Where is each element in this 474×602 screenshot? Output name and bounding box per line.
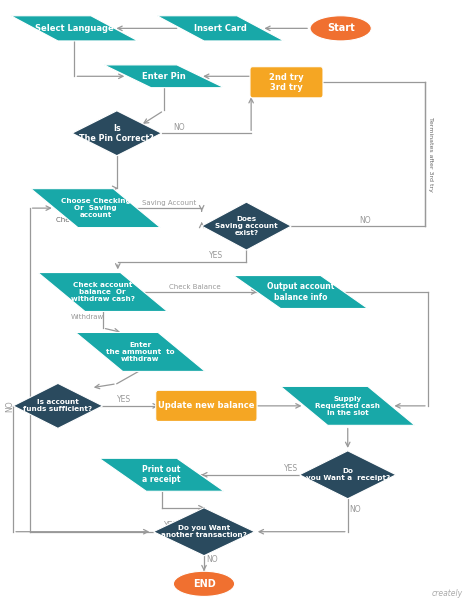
Text: Choose Checking
Or  Saving
account: Choose Checking Or Saving account	[61, 198, 130, 218]
FancyBboxPatch shape	[156, 390, 257, 421]
Text: Terminates after 3rd try: Terminates after 3rd try	[428, 117, 433, 191]
Polygon shape	[157, 16, 284, 41]
Text: Check Balance: Check Balance	[169, 284, 220, 290]
Text: Does
Saving account
exist?: Does Saving account exist?	[215, 216, 278, 236]
Ellipse shape	[173, 571, 235, 597]
Text: Do
you Want a  receipt?: Do you Want a receipt?	[306, 468, 390, 481]
Text: YES: YES	[164, 521, 178, 530]
Text: END: END	[192, 579, 215, 589]
Polygon shape	[13, 383, 103, 429]
Polygon shape	[11, 16, 138, 41]
Text: Output account
balance info: Output account balance info	[267, 282, 334, 302]
Text: Print out
a receipt: Print out a receipt	[142, 465, 181, 485]
Text: NO: NO	[206, 554, 218, 563]
Text: Do you Want
another transaction?: Do you Want another transaction?	[161, 525, 247, 538]
Polygon shape	[201, 202, 291, 250]
Polygon shape	[99, 458, 224, 491]
Text: 2nd try
3rd try: 2nd try 3rd try	[269, 73, 304, 92]
Polygon shape	[281, 386, 415, 426]
Text: Check account
balance  Or
withdraw cash?: Check account balance Or withdraw cash?	[71, 282, 135, 302]
Text: Enter Pin: Enter Pin	[142, 72, 186, 81]
Polygon shape	[72, 111, 162, 156]
Polygon shape	[104, 65, 224, 88]
Text: creately: creately	[432, 589, 463, 598]
Text: NO: NO	[173, 123, 185, 132]
Text: YES: YES	[117, 396, 131, 405]
Text: Update new balance: Update new balance	[158, 402, 255, 411]
Text: YES: YES	[284, 464, 298, 473]
Text: Is account
funds sufficient?: Is account funds sufficient?	[23, 399, 92, 412]
Text: Checking account: Checking account	[55, 217, 118, 223]
Polygon shape	[76, 332, 205, 371]
Polygon shape	[31, 188, 160, 228]
Polygon shape	[234, 276, 368, 308]
Text: Supply
Requested cash
in the slot: Supply Requested cash in the slot	[315, 396, 380, 416]
Polygon shape	[38, 273, 167, 311]
Polygon shape	[300, 451, 396, 498]
Text: YES: YES	[209, 252, 223, 261]
Text: NO: NO	[5, 400, 14, 412]
Text: Is
The Pin Correct?: Is The Pin Correct?	[80, 123, 154, 143]
Text: Select Language: Select Language	[35, 24, 114, 33]
Text: NO: NO	[349, 505, 361, 514]
Text: NO: NO	[359, 216, 371, 225]
Text: Withdraw: Withdraw	[71, 314, 104, 320]
Text: Start: Start	[327, 23, 355, 33]
Text: Saving Account: Saving Account	[142, 199, 196, 205]
Text: Enter
the ammount  to
withdraw: Enter the ammount to withdraw	[106, 342, 174, 362]
Polygon shape	[154, 507, 255, 556]
Text: Insert Card: Insert Card	[194, 24, 247, 33]
FancyBboxPatch shape	[250, 67, 323, 98]
Ellipse shape	[310, 16, 371, 41]
